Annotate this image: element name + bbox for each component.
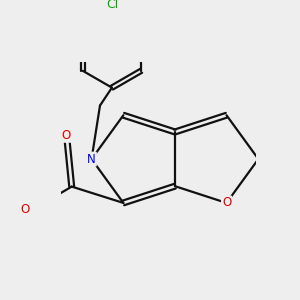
Text: N: N — [87, 153, 96, 166]
Text: O: O — [222, 196, 231, 209]
Text: Cl: Cl — [106, 0, 118, 11]
Text: O: O — [21, 203, 30, 217]
Text: O: O — [61, 129, 71, 142]
